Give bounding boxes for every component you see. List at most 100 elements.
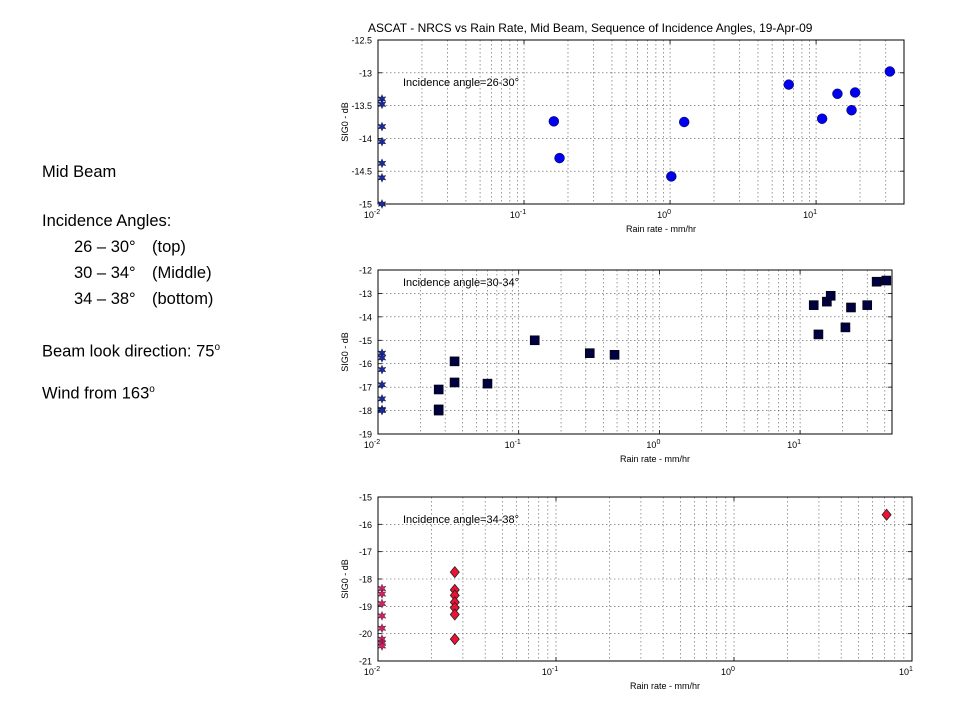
- angle-row-top: 26 – 30° (top): [42, 238, 186, 257]
- zero-rain-marker: [377, 136, 387, 147]
- y-tick-label: -19: [359, 602, 372, 612]
- zero-rain-marker: [377, 394, 387, 404]
- data-point: [548, 116, 560, 127]
- angle-desc-top: (top): [152, 238, 186, 256]
- beam-look-direction-label: Beam look direction: 75: [42, 342, 215, 361]
- zero-rain-marker: [377, 611, 387, 621]
- data-point: [433, 384, 444, 395]
- zero-rain-marker: [377, 364, 387, 375]
- wind-direction-label: Wind from 163: [42, 384, 150, 403]
- incidence-angle-annotation: Incidence angle=26-30°: [403, 77, 519, 89]
- incidence-angles-label: Incidence Angles:: [42, 212, 172, 230]
- y-tick-label: -13: [359, 68, 372, 78]
- x-tick-label: 101: [899, 666, 913, 677]
- zero-rain-marker: [377, 641, 387, 651]
- zero-rain-marker: [377, 623, 387, 634]
- data-point: [832, 88, 843, 99]
- data-point: [449, 633, 460, 646]
- zero-rain-marker: [377, 589, 387, 599]
- y-tick-label: -18: [359, 575, 372, 585]
- data-point: [554, 152, 565, 164]
- data-point: [449, 356, 460, 367]
- incidence-angle-annotation: Incidence angle=34-38°: [403, 514, 519, 526]
- plot-frame: [377, 269, 893, 435]
- y-axis-label: SIG0 - dB: [340, 332, 350, 372]
- y-tick-label: -16: [359, 520, 372, 530]
- data-point: [449, 608, 460, 621]
- y-tick-label: -16: [359, 359, 372, 369]
- y-tick-label: -15: [359, 200, 372, 210]
- angle-range-top: 26 – 30°: [74, 238, 136, 256]
- data-point: [884, 66, 896, 77]
- angle-row-bottom: 34 – 38° (bottom): [42, 290, 213, 309]
- data-point: [609, 350, 620, 360]
- x-tick-label: 100: [657, 209, 671, 220]
- x-tick-label: 101: [787, 439, 801, 450]
- data-point: [482, 378, 493, 389]
- incidence-angle-annotation: Incidence angle=30-34°: [403, 277, 519, 289]
- zero-rain-marker: [377, 158, 387, 169]
- beam-look-direction-unit: o: [214, 342, 220, 353]
- x-axis-label: Rain rate - mm/hr: [630, 681, 700, 691]
- data-point: [862, 300, 873, 310]
- y-tick-label: -20: [359, 629, 372, 639]
- data-point: [813, 329, 824, 340]
- angle-desc-middle: (Middle): [152, 264, 212, 282]
- y-tick-label: -17: [359, 383, 372, 393]
- data-point: [666, 171, 677, 182]
- angle-desc-bottom: (bottom): [152, 290, 214, 308]
- x-axis-label: Rain rate - mm/hr: [626, 224, 696, 234]
- y-tick-label: -15: [359, 493, 372, 503]
- zero-rain-marker: [377, 121, 387, 132]
- y-tick-label: -14: [359, 134, 372, 144]
- data-point: [433, 405, 444, 416]
- x-tick-label: 10-1: [505, 439, 521, 450]
- data-point: [871, 276, 882, 287]
- zero-rain-marker: [377, 598, 387, 609]
- data-point: [529, 335, 540, 346]
- y-tick-label: -13.5: [351, 101, 372, 111]
- data-point: [584, 348, 595, 358]
- zero-rain-marker: [377, 405, 387, 416]
- chart-title: ASCAT - NRCS vs Rain Rate, Mid Beam, Seq…: [368, 21, 813, 35]
- plot-frame: [377, 39, 905, 205]
- y-tick-label: -19: [359, 430, 372, 440]
- zero-rain-marker: [377, 379, 387, 390]
- data-point: [846, 104, 857, 116]
- data-point: [449, 377, 460, 388]
- x-axis-label: Rain rate - mm/hr: [620, 454, 690, 464]
- y-axis-label: SIG0 - dB: [340, 102, 350, 142]
- data-point: [846, 302, 856, 313]
- y-tick-label: -18: [359, 406, 372, 416]
- data-point: [849, 87, 861, 98]
- x-tick-label: 10-2: [364, 209, 380, 220]
- data-point: [808, 300, 819, 310]
- y-axis-label: SIG0 - dB: [340, 559, 350, 599]
- angle-range-bottom: 34 – 38°: [74, 290, 136, 308]
- x-tick-label: 10-2: [364, 666, 380, 677]
- mid-beam-heading: Mid Beam: [42, 163, 117, 181]
- plot-background: [378, 270, 892, 434]
- data-point: [840, 322, 851, 333]
- y-tick-label: -14: [359, 312, 372, 322]
- beam-look-direction: Beam look direction: 75o: [42, 342, 220, 362]
- angle-row-middle: 30 – 34° (Middle): [42, 264, 212, 283]
- wind-direction: Wind from 163o: [42, 384, 155, 404]
- data-point: [881, 508, 892, 521]
- data-point: [881, 275, 892, 286]
- wind-direction-unit: o: [149, 384, 155, 395]
- y-tick-label: -12: [359, 266, 372, 276]
- data-point: [449, 566, 460, 579]
- y-tick-label: -12.5: [351, 36, 372, 46]
- x-tick-label: 100: [646, 439, 660, 450]
- data-point: [825, 290, 836, 301]
- x-tick-label: 100: [721, 666, 735, 677]
- data-point: [679, 116, 690, 128]
- y-tick-label: -15: [359, 336, 372, 346]
- x-tick-label: 10-2: [364, 439, 380, 450]
- zero-rain-marker: [377, 199, 387, 209]
